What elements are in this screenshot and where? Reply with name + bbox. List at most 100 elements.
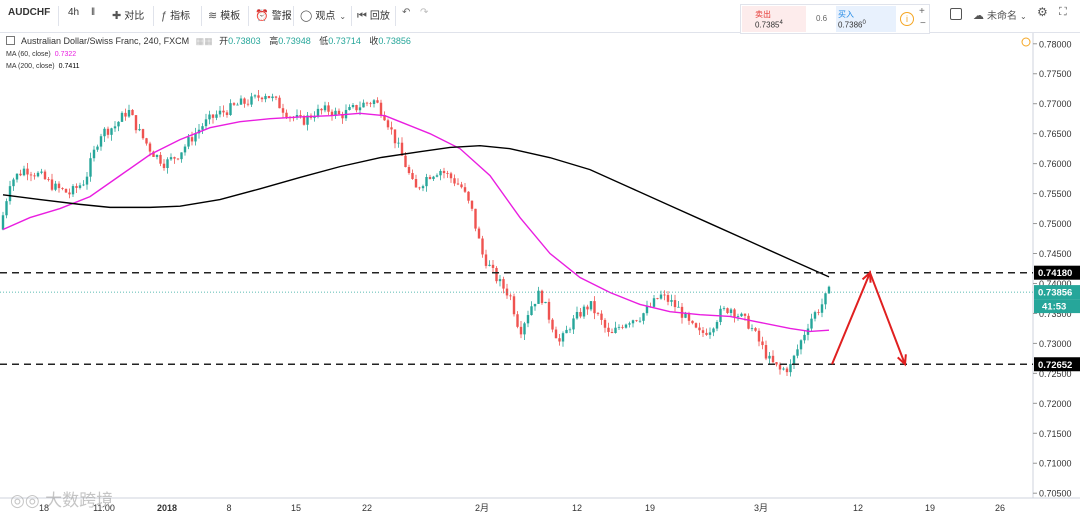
candle-body [246,103,250,105]
candle-body [64,188,68,193]
candle-body [418,187,421,189]
candle-body [565,329,568,334]
ideas-button[interactable]: ◯ 观点 ⌄ [300,7,349,22]
symbol-search-button[interactable]: AUDCHF [8,7,51,18]
candle-body [159,154,162,164]
candle-body [47,179,50,180]
redo-button[interactable]: ↷ [420,7,428,18]
candle-body [187,137,190,147]
minus-icon[interactable]: − [920,18,926,29]
y-tick-label: 0.74500 [1039,249,1072,259]
watermark: ◎◎ 大数跨境 [10,486,113,511]
candle-body [582,306,586,317]
candle-body [306,115,309,125]
countdown-label-bg [1034,299,1080,314]
candle-body [558,338,561,342]
alert-button[interactable]: ⏰ 警报 [255,7,292,22]
candle-body [348,107,351,110]
spread-value: 0.6 [816,14,828,23]
sell-button[interactable]: 卖出 0.73854 [742,6,806,32]
close-label: 收 [369,36,379,46]
candle-body [89,158,92,177]
interval-button[interactable]: 4h [68,7,80,18]
candle-body [568,329,572,331]
info-icon[interactable]: i [900,12,914,26]
ma60-label: MA (60, close) [6,51,51,58]
undo-button[interactable]: ↶ [402,7,410,18]
candle-body [432,176,435,180]
legend-controls-icon[interactable]: ▦▦ [195,36,213,46]
compare-button[interactable]: ✚ 对比 [112,7,144,22]
candle-body [327,105,330,112]
templates-label: 模板 [220,11,241,22]
replay-button[interactable]: ⏮ 回放 [357,7,390,23]
candle-body [222,110,225,113]
x-tick-label: 22 [362,503,372,513]
candle-body [656,298,659,300]
fullscreen-button[interactable]: ⛶ [1059,6,1067,19]
resistance-price-label-bg [1034,265,1080,280]
ideas-label: 观点 [315,11,336,22]
candle-body [474,208,477,229]
candle-body [523,323,526,335]
candle-body [708,332,712,335]
templates-button[interactable]: ≋ 模板 [208,7,240,22]
candle-body [491,264,495,268]
candle-body [722,308,726,309]
collapse-legend-icon[interactable] [6,36,15,45]
candle-body [274,96,278,98]
candle-body [82,184,85,186]
candle-body [299,115,302,117]
candle-body [278,97,281,109]
x-tick-label: 19 [925,503,935,513]
candle-body [446,173,449,174]
trade-panel: 卖出 0.73854 0.6 买入 0.73860 i + − [740,4,930,34]
lightbulb-icon: ◯ [300,10,313,22]
candle-body [715,322,719,329]
bar-style-button[interactable]: ǁ [91,7,95,18]
candle-body [250,96,253,105]
candle-body [453,178,456,184]
settings-button[interactable]: ⚙ [1037,5,1048,19]
candle-body [337,110,341,115]
top-toolbar: AUDCHF 4h ǁ ✚ 对比 ƒ 指标 ≋ 模板 ⏰ 警报 ◯ 观点 ⌄ ⏮ 回放 ↶ ↷… [0,0,1080,34]
ma60-legend: MA (60, close) 0.7322 [6,51,76,58]
layout-button[interactable] [950,8,962,20]
low-label: 低 [319,36,329,46]
candle-body [820,304,824,313]
indicators-button[interactable]: ƒ 指标 [161,7,190,22]
candle-body [666,295,670,302]
candle-body [736,316,740,317]
chart-legend: Australian Dollar/Swiss Franc, 240, FXCM… [6,34,411,47]
x-tick-label: 8 [226,503,231,513]
x-tick-label: 2018 [157,503,177,513]
replay-icon: ⏮ [357,10,367,22]
candle-body [376,100,379,103]
candle-body [383,115,386,121]
candle-body [57,183,61,189]
candle-body [575,311,579,319]
candle-body [92,149,96,159]
candle-body [176,158,180,160]
candle-body [533,303,537,307]
candle-body [162,163,166,169]
candle-body [712,328,715,333]
y-tick-label: 0.73000 [1039,339,1072,349]
buy-button[interactable]: 买入 0.73860 [836,6,896,32]
candle-body [593,301,596,314]
candle-body [138,129,141,131]
candle-body [267,96,271,99]
cloud-save-button[interactable]: ☁ 未命名 ⌄ [973,7,1030,22]
candle-body [386,120,390,128]
candle-body [257,95,260,98]
candle-body [698,327,701,331]
plus-icon[interactable]: + [919,6,925,17]
candle-body [120,112,124,122]
candle-body [204,119,208,127]
candle-body [530,306,533,316]
projection-path [831,269,906,365]
candle-body [645,306,649,314]
candle-body [638,320,642,322]
x-tick-label: 3月 [754,503,768,513]
